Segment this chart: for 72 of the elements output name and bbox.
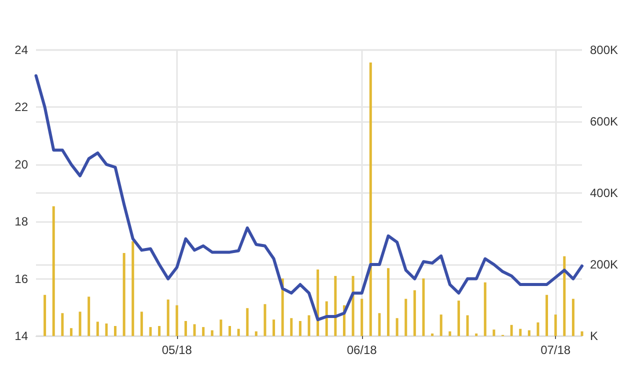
y-tick-label: 24 [14, 43, 28, 57]
bar [404, 298, 408, 336]
bar [546, 294, 548, 336]
bar [492, 330, 496, 336]
bar [237, 328, 240, 336]
bar [308, 315, 310, 336]
bar [536, 322, 540, 336]
bar [316, 270, 320, 336]
y-tick-label: 18 [14, 214, 28, 229]
bar [246, 308, 249, 336]
bar [448, 331, 452, 336]
bar [272, 320, 276, 336]
bar [105, 323, 108, 336]
bar [254, 331, 258, 336]
bar [387, 268, 390, 336]
bar [572, 298, 574, 336]
bar [528, 330, 530, 336]
y2-tick-label: 800K [590, 43, 618, 57]
bar [519, 328, 522, 336]
bar [184, 320, 187, 336]
x-tick-label: 06/18 [346, 343, 378, 357]
bar [176, 305, 178, 336]
bar [554, 314, 557, 336]
bar [457, 300, 460, 336]
line-series [34, 74, 584, 322]
bar [290, 318, 293, 336]
bar [325, 301, 328, 336]
bar [114, 326, 117, 336]
bar [61, 313, 64, 336]
bar [44, 294, 46, 336]
bar [510, 324, 513, 336]
bar [378, 313, 381, 336]
y-tick-label: 16 [14, 272, 28, 286]
x-tick-label: 07/18 [540, 343, 571, 357]
bar [88, 296, 90, 336]
bar [202, 327, 205, 336]
x-tick-label: 05/18 [162, 343, 192, 357]
y-tick-label: 20 [14, 157, 28, 172]
bar [413, 290, 416, 336]
bar [228, 326, 231, 336]
y2-tick-label: 200K [590, 258, 618, 272]
bar [352, 276, 354, 336]
bar [220, 320, 222, 336]
bar [580, 331, 584, 336]
bar [563, 256, 566, 336]
bar [466, 315, 469, 336]
y-tick-label: 14 [14, 329, 28, 343]
bar [166, 300, 170, 336]
bar [422, 278, 425, 336]
bar [369, 62, 372, 336]
y-tick-label: 22 [14, 100, 28, 114]
bar [96, 322, 99, 336]
bar [210, 330, 214, 336]
bar [193, 324, 196, 336]
bar [334, 276, 337, 336]
bar [440, 314, 442, 336]
bar [396, 318, 398, 336]
bar [264, 304, 266, 336]
bar [484, 282, 486, 336]
bar [298, 320, 302, 336]
bar [122, 253, 126, 336]
bar [52, 206, 55, 336]
y2-tick-label: K [590, 329, 598, 343]
bar [140, 312, 143, 336]
bar [78, 312, 82, 336]
y2-tick-label: 600K [590, 114, 618, 128]
bar [149, 327, 152, 336]
y2-tick-label: 400K [590, 186, 618, 200]
bar [158, 326, 161, 336]
bar [132, 241, 134, 336]
bar [360, 298, 364, 336]
bar [70, 328, 72, 336]
